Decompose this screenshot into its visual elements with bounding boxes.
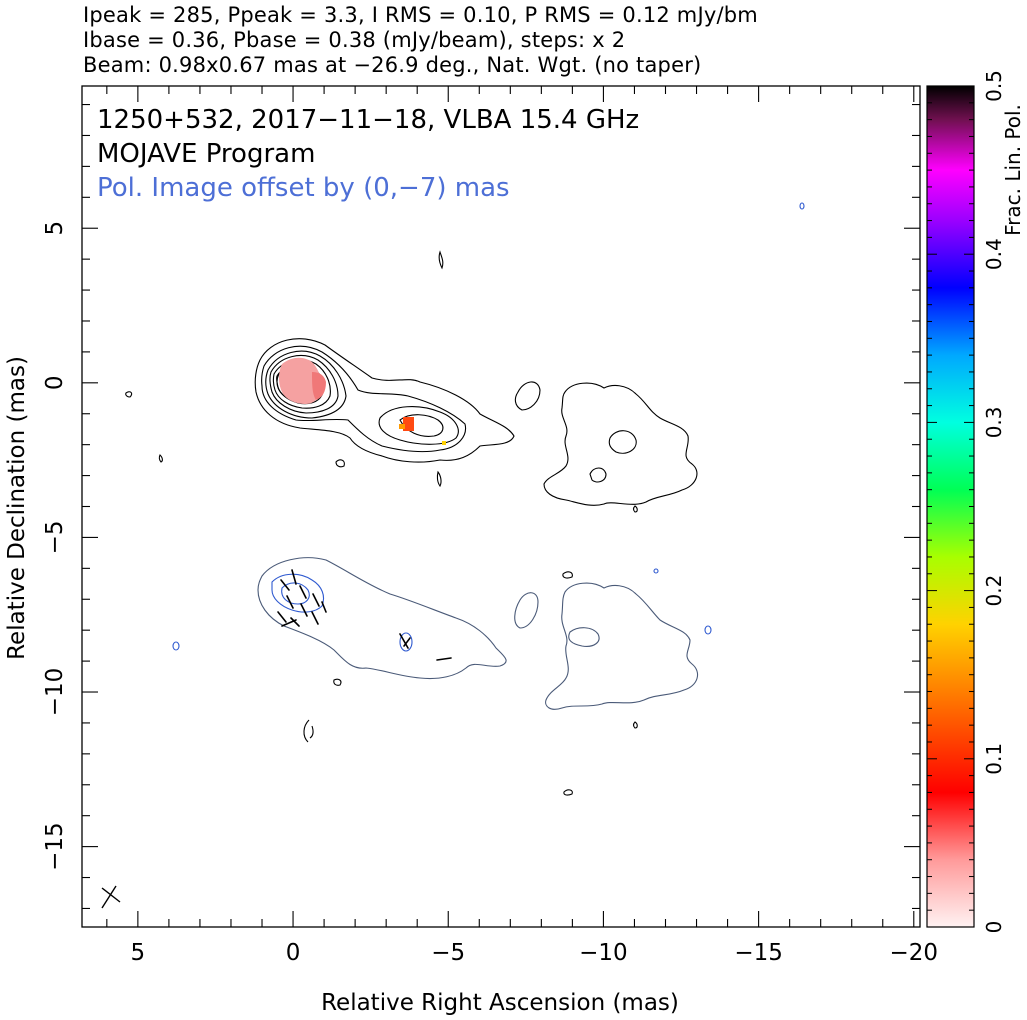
pol-patch-core-edge — [312, 372, 326, 400]
header-line-2: Ibase = 0.36, Pbase = 0.38 (mJy/beam), s… — [83, 28, 626, 52]
jet-blob-g — [632, 505, 638, 513]
beam-major-axis — [101, 885, 117, 909]
jet-blob-l — [303, 719, 314, 743]
jet-blob-c — [335, 459, 345, 468]
x-axis-tick-labels: 5 0 −5 −10 −15 −20 — [131, 940, 939, 966]
x-tick-label: 5 — [131, 940, 146, 966]
knot-contour-2 — [399, 414, 444, 437]
program-label: MOJAVE Program — [97, 139, 315, 169]
evpa-tick — [436, 657, 452, 661]
evpa-tick — [321, 601, 327, 613]
colorbar — [926, 85, 975, 928]
y-tick-label: 5 — [42, 221, 68, 236]
colorbar-tick-labels: 0 0.1 0.2 0.3 0.4 0.5 — [982, 70, 1006, 933]
evpa-tick — [291, 569, 297, 585]
jet-blob-d — [436, 470, 442, 488]
contour-2 — [261, 345, 467, 453]
evpa-tick — [300, 603, 308, 617]
y-tick-label: −10 — [42, 668, 68, 717]
stokes-i-contours — [125, 250, 698, 796]
pol-image-contours — [172, 202, 805, 710]
contour-3 — [265, 350, 347, 419]
pol-offset-note: Pol. Image offset by (0,−7) mas — [97, 173, 510, 203]
beam-marker — [101, 885, 121, 909]
pol-patch-core — [279, 357, 322, 404]
beam-minor-axis — [101, 887, 121, 903]
pol-blob-c — [704, 625, 712, 635]
header-line-1: Ipeak = 285, Ppeak = 3.3, I RMS = 0.10, … — [83, 3, 758, 27]
pol-inner-contour — [271, 573, 325, 613]
pol-patch-knot-2 — [399, 424, 405, 429]
pol-blob-e — [653, 568, 659, 574]
evpa-tick — [286, 595, 294, 609]
pol-far-contour — [545, 582, 699, 710]
colorbar-tick-label: 0.1 — [982, 743, 1006, 775]
x-tick-label: −15 — [734, 940, 783, 966]
header-line-3: Beam: 0.98x0.67 mas at −26.9 deg., Nat. … — [83, 53, 702, 77]
polarization-patches — [279, 357, 446, 445]
far-jet-inner-2 — [589, 467, 607, 483]
evpa-tick — [399, 633, 409, 649]
jet-blob-e — [125, 391, 133, 398]
jet-blob-b — [438, 250, 444, 270]
evpa-tick — [299, 585, 307, 599]
pol-outer-contour — [257, 557, 507, 680]
colorbar-ticks — [927, 85, 974, 928]
contour-4 — [269, 355, 339, 414]
jet-blob-a — [514, 381, 541, 411]
pol-blob-b — [172, 641, 180, 651]
y-tick-label: −5 — [42, 520, 68, 554]
jet-blob-h — [562, 571, 573, 579]
colorbar-label: Frac. Lin. Pol. — [1001, 104, 1025, 236]
evpa-tick — [277, 611, 287, 623]
pol-patch-small — [442, 441, 446, 445]
colorbar-tick-label: 0 — [982, 921, 1006, 934]
y-axis-tick-labels: 5 0 −5 −10 −15 — [42, 221, 68, 871]
outer-contour-main — [254, 338, 515, 463]
jet-blob-f — [158, 454, 163, 463]
far-jet-contour — [543, 382, 698, 506]
evpa-tick — [280, 579, 290, 591]
pol-knot-contour — [399, 632, 413, 652]
evpa-tick — [403, 637, 411, 647]
x-axis-label: Relative Right Ascension (mas) — [321, 990, 679, 1016]
evpa-tick — [281, 619, 297, 627]
pol-blob-d — [799, 202, 805, 210]
colorbar-tick-label: 0.3 — [982, 406, 1006, 438]
x-tick-label: −10 — [579, 940, 628, 966]
evpa-tick — [290, 617, 300, 627]
y-axis-label: Relative Declination (mas) — [4, 356, 30, 660]
knot-contour-1 — [378, 406, 459, 445]
evpa-ticks — [277, 569, 452, 661]
x-tick-label: 0 — [286, 940, 301, 966]
plot-frame — [81, 85, 921, 928]
jet-blob-j — [333, 678, 342, 686]
colorbar-tick-label: 0.4 — [982, 238, 1006, 270]
y-tick-label: −15 — [42, 822, 68, 871]
far-jet-inner-1 — [608, 430, 637, 454]
colorbar-tick-label: 0.2 — [982, 575, 1006, 607]
source-title: 1250+532, 2017−11−18, VLBA 15.4 GHz — [97, 105, 639, 135]
jet-blob-k — [632, 721, 638, 729]
pol-far-inner — [568, 627, 600, 647]
x-tick-label: −20 — [890, 940, 939, 966]
y-tick-label: 0 — [42, 376, 68, 391]
pol-patch-knot — [403, 417, 414, 431]
axis-ticks — [82, 86, 920, 927]
x-tick-label: −5 — [431, 940, 465, 966]
pol-blob-a — [514, 592, 539, 629]
jet-blob-i — [563, 789, 573, 796]
evpa-tick — [312, 593, 320, 607]
colorbar-tick-label: 0.5 — [982, 70, 1006, 102]
evpa-tick — [311, 611, 319, 625]
